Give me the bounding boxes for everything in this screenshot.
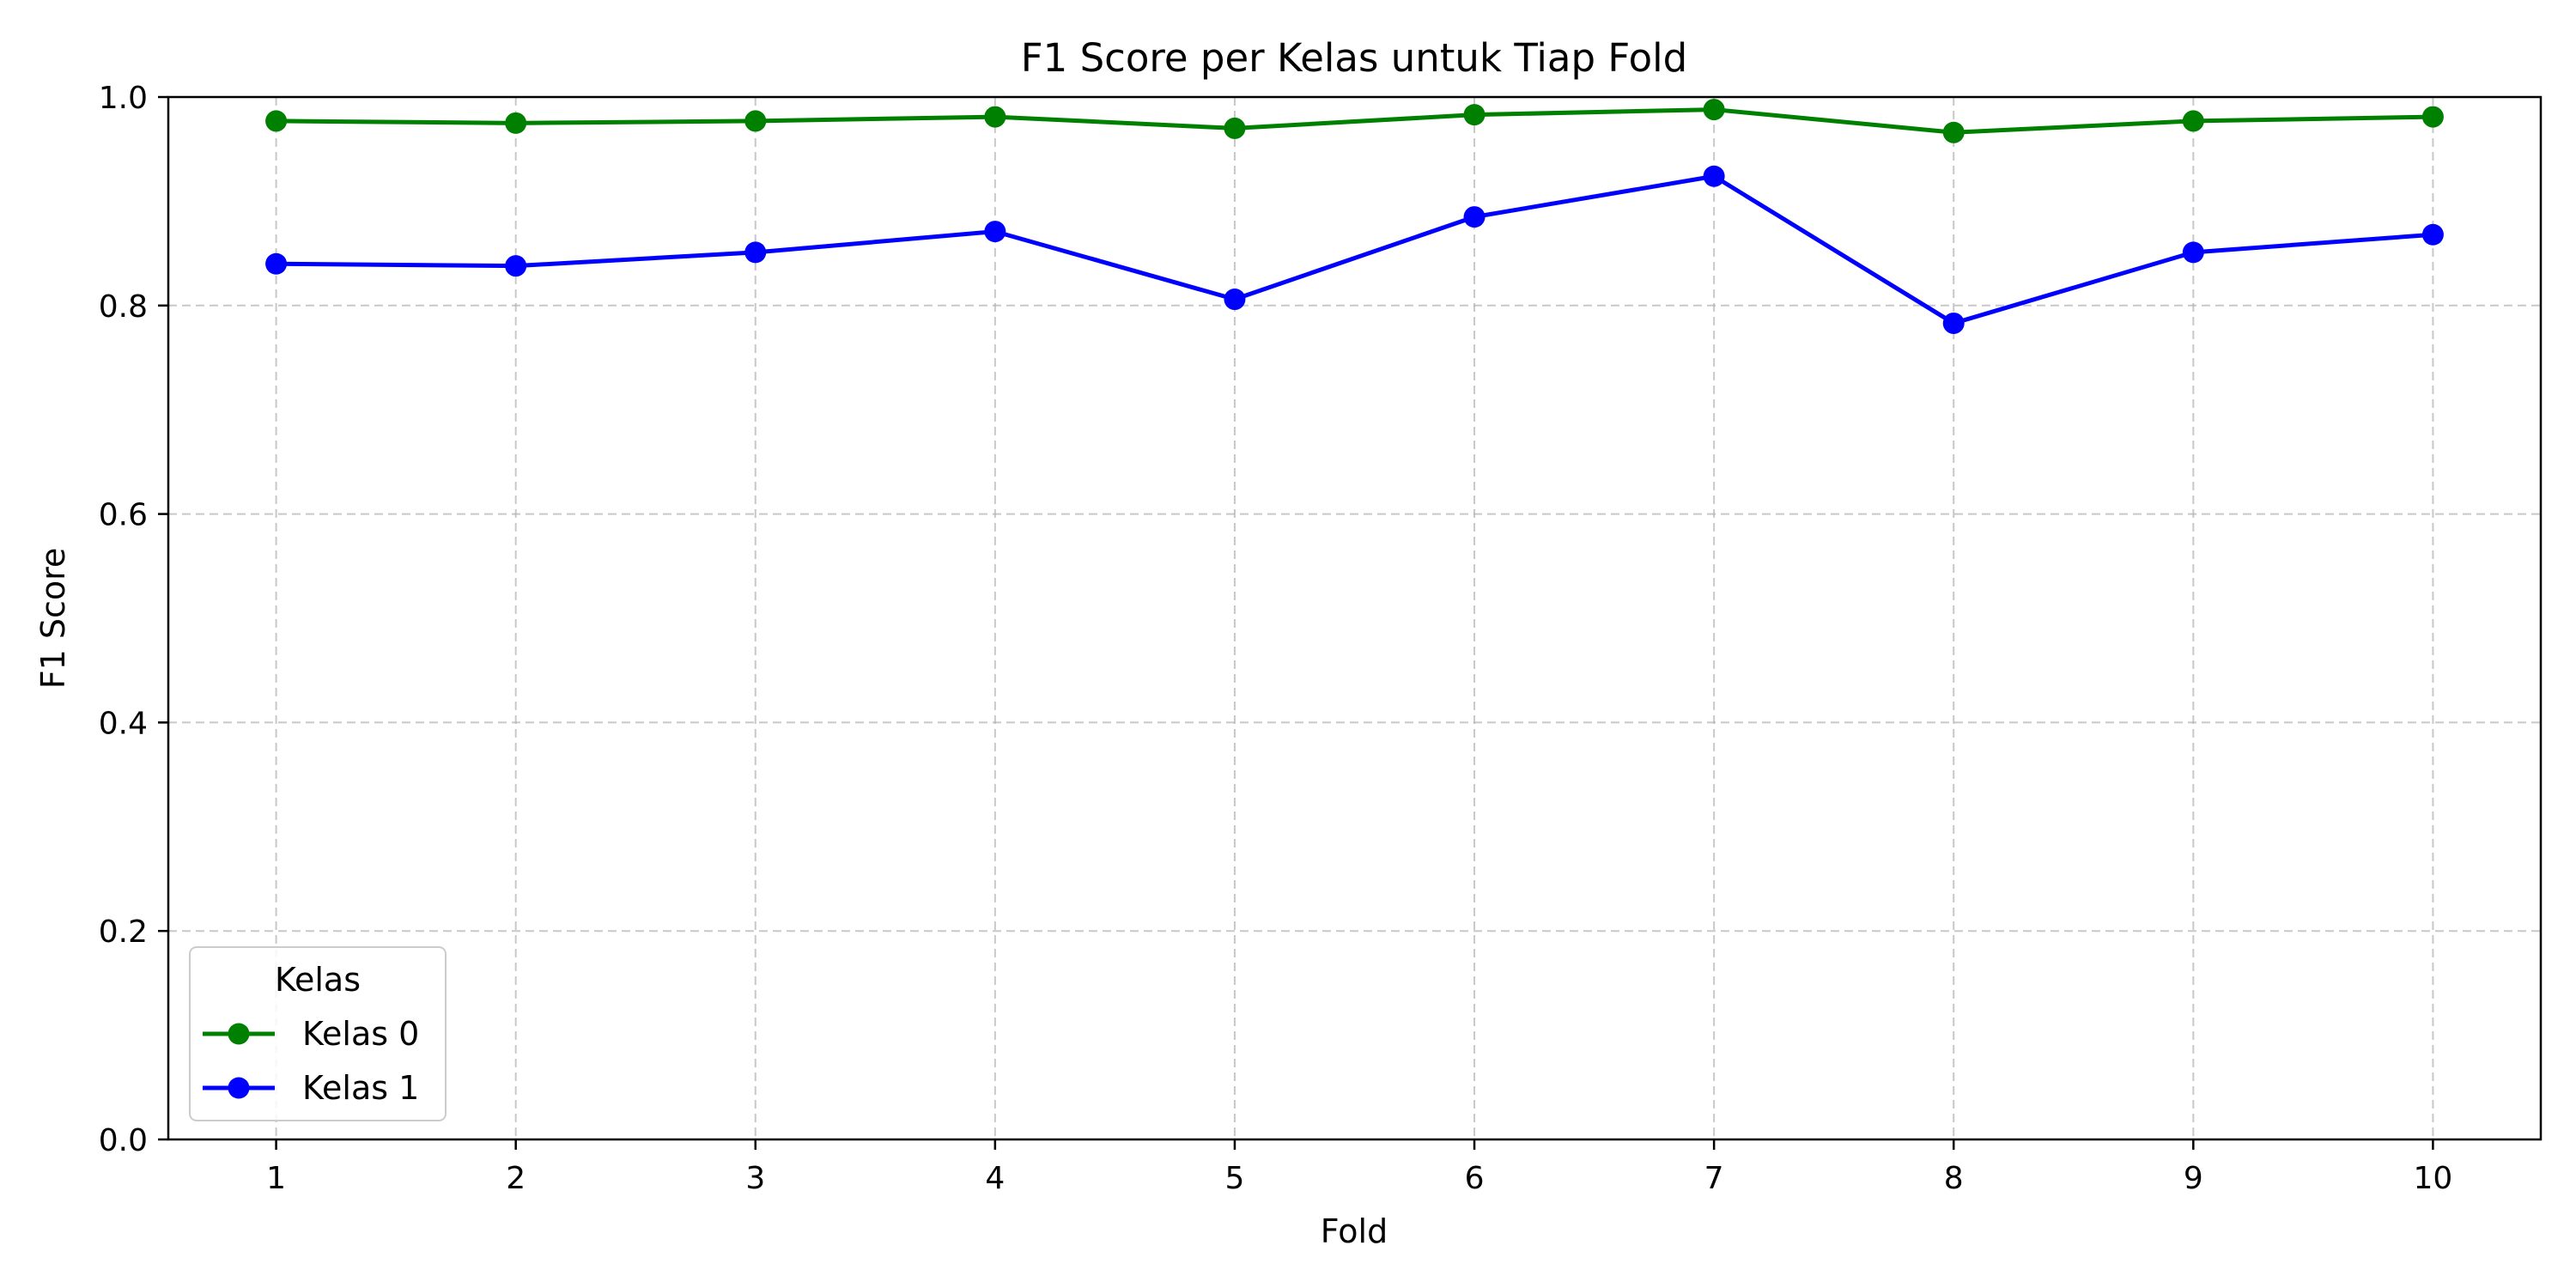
legend-label: Kelas 1 [302, 1069, 419, 1107]
chart-title: F1 Score per Kelas untuk Tiap Fold [1021, 35, 1688, 81]
y-axis-label: F1 Score [34, 548, 72, 690]
legend-label: Kelas 0 [302, 1015, 419, 1053]
x-tick-label: 9 [2184, 1161, 2203, 1196]
data-point [1942, 312, 1965, 334]
x-tick-label: 6 [1465, 1161, 1485, 1196]
data-point [1224, 117, 1246, 139]
x-tick-label: 5 [1225, 1161, 1245, 1196]
legend-marker [228, 1077, 250, 1099]
x-tick-label: 3 [745, 1161, 765, 1196]
x-tick-label: 1 [266, 1161, 286, 1196]
data-point [2421, 223, 2444, 246]
legend-items: Kelas 0 Kelas 1 [203, 1015, 419, 1107]
data-point [744, 241, 767, 264]
series-line [276, 173, 2433, 325]
data-point [984, 106, 1006, 128]
series-0 [265, 99, 2444, 143]
data-point [1942, 121, 1965, 143]
data-point [1463, 206, 1485, 228]
x-tick-label: 2 [506, 1161, 526, 1196]
series-lines [265, 99, 2444, 334]
data-point [744, 110, 767, 132]
data-point [2421, 106, 2444, 128]
data-point [505, 255, 527, 277]
legend-box [189, 946, 447, 1121]
series-line [276, 107, 2433, 135]
data-point [265, 110, 288, 132]
x-tick-label: 4 [985, 1161, 1005, 1196]
y-tick-label: 0.4 [99, 706, 148, 741]
x-tick-label: 10 [2414, 1161, 2453, 1196]
data-point [1463, 104, 1485, 126]
data-point [2182, 110, 2204, 132]
axis-ticks: 1 2 3 4 5 6 7 8 9 10 0.0 0.2 0.4 0.6 0.8 1.0 [99, 81, 2453, 1196]
data-point [2182, 241, 2204, 264]
plot-frame [167, 95, 2543, 1141]
data-point [984, 221, 1006, 243]
x-tick-label: 8 [1944, 1161, 1964, 1196]
data-point [505, 112, 527, 134]
data-point [1703, 99, 1725, 121]
y-tick-label: 0.2 [99, 914, 148, 950]
x-tick-label: 7 [1704, 1161, 1724, 1196]
data-point [1703, 165, 1725, 187]
data-point [1224, 289, 1246, 311]
y-tick-label: 0.0 [99, 1123, 148, 1158]
series-1 [265, 165, 2444, 334]
legend: Kelas Kelas 0 Kelas 1 [189, 946, 447, 1121]
y-tick-label: 1.0 [99, 81, 148, 116]
x-axis-label: Fold [1321, 1212, 1388, 1250]
y-tick-label: 0.6 [99, 498, 148, 533]
legend-title: Kelas [275, 961, 361, 999]
y-tick-label: 0.8 [99, 289, 148, 325]
data-point [265, 252, 288, 275]
legend-marker [228, 1023, 250, 1045]
